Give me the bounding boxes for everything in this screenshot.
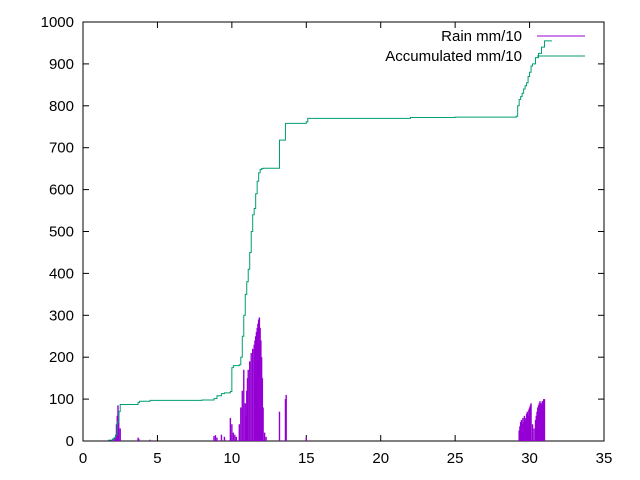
y-tick-label: 500 <box>49 224 74 241</box>
y-tick-label: 200 <box>49 349 74 366</box>
y-axis: 0 100 200 300 400 500 600 700 800 900 1000 <box>41 14 604 450</box>
x-tick-label: 20 <box>372 450 389 467</box>
y-tick-label: 900 <box>49 56 74 73</box>
legend-label: Accumulated mm/10 <box>385 48 522 65</box>
legend: Rain mm/10 Accumulated mm/10 <box>385 28 585 65</box>
y-tick-label: 400 <box>49 265 74 282</box>
series-layer <box>107 40 552 441</box>
y-tick-label: 300 <box>49 307 74 324</box>
y-tick-label: 100 <box>49 391 74 408</box>
x-tick-label: 5 <box>153 450 161 467</box>
y-tick-label: 800 <box>49 98 74 115</box>
x-tick-label: 25 <box>447 450 464 467</box>
x-axis: 0 5 10 15 20 25 30 35 <box>79 22 613 467</box>
x-tick-label: 10 <box>224 450 241 467</box>
accumulated-line <box>108 40 552 441</box>
legend-label: Rain mm/10 <box>441 28 522 45</box>
plot-frame <box>82 21 605 442</box>
rain-impulses <box>107 317 546 441</box>
y-tick-label: 1000 <box>41 14 74 31</box>
x-tick-label: 35 <box>596 450 613 467</box>
y-tick-label: 600 <box>49 182 74 199</box>
x-tick-label: 15 <box>298 450 315 467</box>
y-tick-label: 700 <box>49 140 74 157</box>
y-tick-label: 0 <box>66 433 74 450</box>
x-tick-label: 0 <box>79 450 87 467</box>
x-tick-label: 30 <box>521 450 538 467</box>
